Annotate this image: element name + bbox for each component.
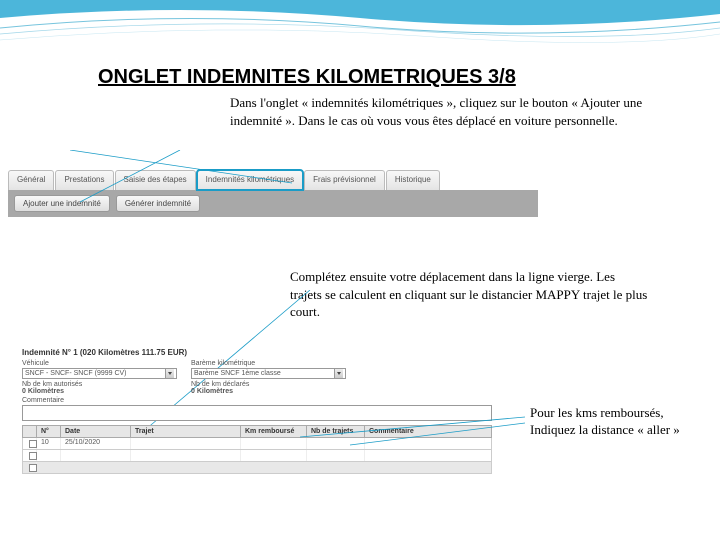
row-checkbox[interactable] [29,452,37,460]
bareme-value: Barème SNCF 1ème classe [194,370,281,377]
tab-general[interactable]: Général [8,170,54,190]
chevron-down-icon [165,369,174,378]
km-aut-value: 0 Kilomètres [22,388,177,395]
chevron-down-icon [334,369,343,378]
form-header: Indemnité N° 1 (020 Kilomètres 111.75 EU… [22,348,492,357]
vehicule-label: Véhicule [22,360,177,367]
th-trajet: Trajet [131,426,241,437]
mid-paragraph: Complétez ensuite votre déplacement dans… [290,268,650,321]
table-row-footer [22,462,492,474]
bareme-dropdown[interactable]: Barème SNCF 1ème classe [191,368,346,379]
connector-line-3 [300,415,540,455]
intro-paragraph: Dans l'onglet « indemnités kilométriques… [230,94,660,129]
decorative-wave [0,0,720,60]
vehicule-value: SNCF - SNCF- SNCF (9999 CV) [25,370,127,377]
row-checkbox[interactable] [29,440,37,448]
th-n: N° [37,426,61,437]
right-paragraph: Pour les kms remboursés, Indiquez la dis… [530,405,690,439]
vehicule-dropdown[interactable]: SNCF - SNCF- SNCF (9999 CV) [22,368,177,379]
th-date: Date [61,426,131,437]
km-aut-label: Nb de km autorisés [22,381,177,388]
th-km: Km remboursé [241,426,307,437]
commentaire-label: Commentaire [22,397,492,404]
km-dec-value: 0 Kilomètres [191,388,346,395]
td-n: 10 [37,438,61,449]
bareme-label: Barème kilométrique [191,360,346,367]
form-screenshot: Indemnité N° 1 (020 Kilomètres 111.75 EU… [22,348,492,474]
page-title: ONGLET INDEMNITES KILOMETRIQUES 3/8 [98,66,516,89]
td-trajet [131,438,241,449]
km-dec-label: Nb de km déclarés [191,381,346,388]
connector-line-1 [70,150,420,220]
row-checkbox[interactable] [29,464,37,472]
td-km [241,438,307,449]
td-date: 25/10/2020 [61,438,131,449]
